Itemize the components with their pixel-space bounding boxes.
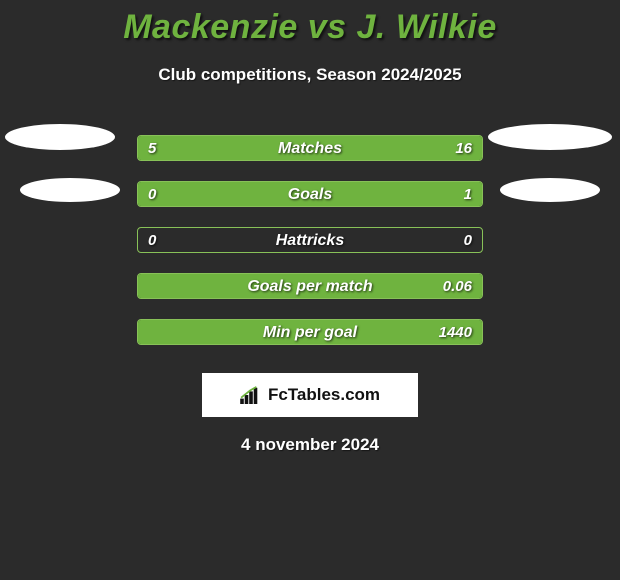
source-label: FcTables.com bbox=[268, 385, 380, 405]
stat-bar: Min per goal1440 bbox=[137, 319, 483, 345]
stat-bar: Goals0 1 bbox=[137, 181, 483, 207]
stat-row: Goals per match0.06 bbox=[0, 263, 620, 309]
stat-label: Matches bbox=[138, 136, 482, 160]
comparison-infographic: Mackenzie vs J. Wilkie Club competitions… bbox=[0, 0, 620, 580]
stat-bar: Matches5 16 bbox=[137, 135, 483, 161]
stat-row: Hattricks0 0 bbox=[0, 217, 620, 263]
stat-value-right: 16 bbox=[445, 136, 482, 160]
stat-row: Min per goal1440 bbox=[0, 309, 620, 355]
stat-label: Goals bbox=[138, 182, 482, 206]
stat-value-left bbox=[138, 274, 158, 298]
stat-value-right: 0.06 bbox=[433, 274, 482, 298]
source-badge: FcTables.com bbox=[202, 373, 418, 417]
stat-bar: Hattricks0 0 bbox=[137, 227, 483, 253]
stat-value-right: 0 bbox=[454, 228, 482, 252]
stat-value-left: 5 bbox=[138, 136, 166, 160]
stat-row: Goals0 1 bbox=[0, 171, 620, 217]
stat-value-left bbox=[138, 320, 158, 344]
page-title: Mackenzie vs J. Wilkie bbox=[0, 0, 620, 47]
date-label: 4 november 2024 bbox=[0, 435, 620, 455]
stat-value-left: 0 bbox=[138, 228, 166, 252]
stat-label: Goals per match bbox=[138, 274, 482, 298]
subtitle: Club competitions, Season 2024/2025 bbox=[0, 65, 620, 85]
stat-value-right: 1440 bbox=[429, 320, 482, 344]
stat-bar: Goals per match0.06 bbox=[137, 273, 483, 299]
stat-row: Matches5 16 bbox=[0, 125, 620, 171]
stat-rows: Matches516Goals01Hattricks00Goals per ma… bbox=[0, 125, 620, 355]
stat-label: Hattricks bbox=[138, 228, 482, 252]
stat-value-left: 0 bbox=[138, 182, 166, 206]
bars-icon bbox=[240, 386, 262, 404]
stat-value-right: 1 bbox=[454, 182, 482, 206]
